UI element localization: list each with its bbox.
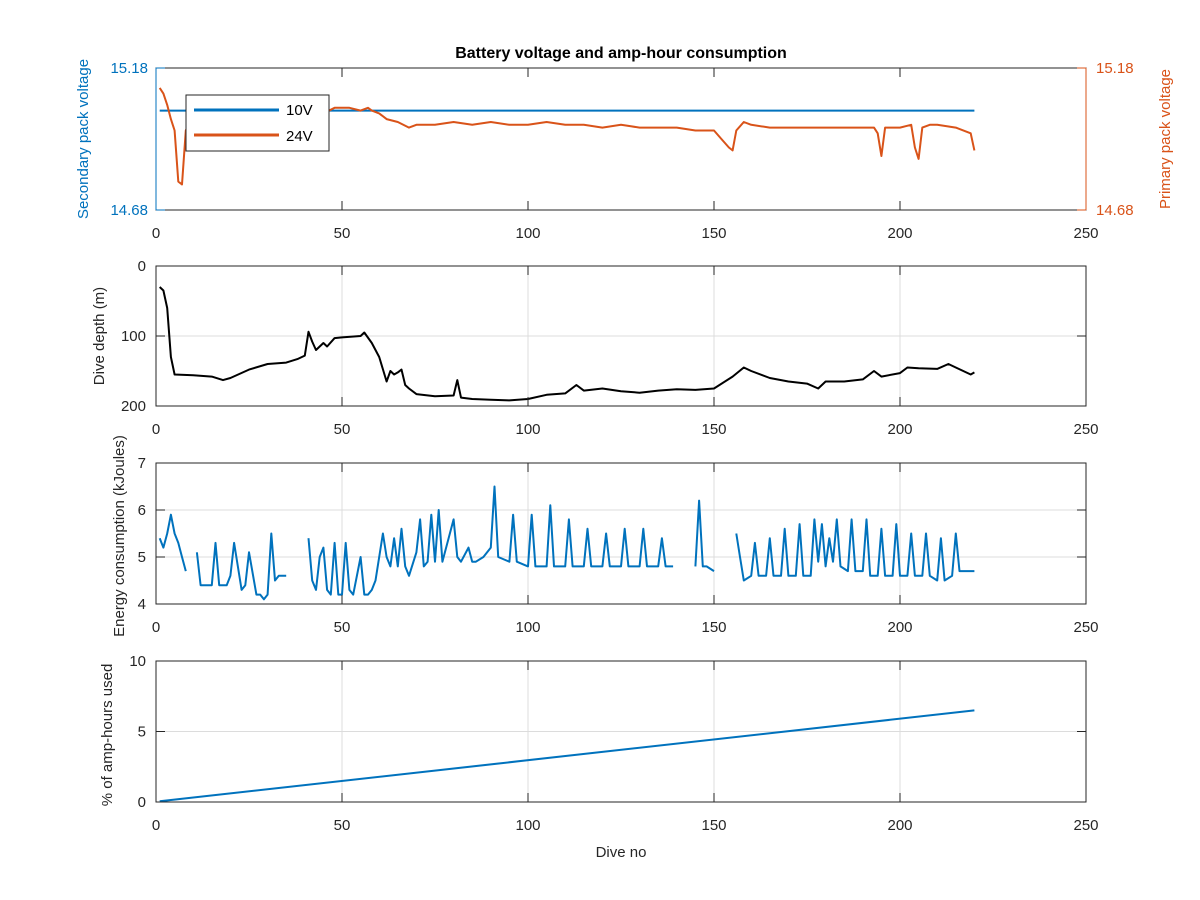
y-tick-label: 200 [121, 398, 146, 415]
x-tick-label: 50 [334, 421, 351, 438]
x-tick-label: 200 [887, 619, 912, 636]
depth-ylabel: Dive depth (m) [91, 287, 108, 385]
voltage-ticks: 0 50 100 150 200 250 14.68 15.18 14.68 15.18 [110, 60, 1133, 242]
depth-ticks: 0 50 100 150 200 250 0 100 200 [121, 258, 1099, 438]
energy-grid [155, 462, 1087, 605]
y-tick-label: 0 [138, 794, 146, 811]
x-tick-label: 150 [701, 619, 726, 636]
y-tick-label: 5 [138, 724, 146, 741]
amphour-series [159, 709, 975, 803]
voltage-legend: 10V 24V [185, 94, 330, 152]
y-tick-label: 6 [138, 502, 146, 519]
energy-ticks: 0 50 100 150 200 250 4 5 6 7 [138, 455, 1099, 636]
x-tick-label: 0 [152, 619, 160, 636]
energy-ylabel: Energy consumption (kJoules) [111, 435, 128, 637]
y-tick-label: 0 [138, 258, 146, 275]
x-tick-label: 0 [152, 817, 160, 834]
x-tick-label: 250 [1073, 817, 1098, 834]
legend-label-24v: 24V [286, 128, 313, 145]
x-tick-label: 150 [701, 817, 726, 834]
depth-series-line [159, 286, 975, 402]
energy-series-line-seg4 [694, 499, 715, 572]
x-tick-label: 100 [515, 225, 540, 242]
x-tick-label: 100 [515, 817, 540, 834]
energy-series-line-seg2 [195, 532, 287, 601]
legend-box [185, 94, 330, 152]
x-tick-label: 200 [887, 421, 912, 438]
left-y-tick-label: 14.68 [110, 202, 148, 219]
x-tick-label: 50 [334, 619, 351, 636]
depth-grid [155, 265, 1087, 407]
depth-series [159, 286, 975, 402]
amphour-series-line [159, 709, 975, 803]
figure-title: Battery voltage and amp-hour consumption [455, 45, 787, 62]
amphour-xlabel: Dive no [596, 844, 647, 861]
x-tick-label: 100 [515, 421, 540, 438]
left-y-tick-label: 15.18 [110, 60, 148, 77]
energy-axes-box [155, 462, 1087, 605]
energy-series-line-seg5 [735, 518, 975, 582]
x-tick-label: 150 [701, 421, 726, 438]
x-tick-label: 50 [334, 225, 351, 242]
x-tick-label: 50 [334, 817, 351, 834]
y-tick-label: 4 [138, 596, 146, 613]
depth-panel: 0 50 100 150 200 250 0 100 200 Dive depth (m) [91, 258, 1099, 438]
x-tick-label: 0 [152, 421, 160, 438]
x-tick-label: 250 [1073, 225, 1098, 242]
voltage-panel: 0 50 100 150 200 250 14.68 15.18 14.68 15.18 Seco… [75, 59, 1174, 242]
x-tick-label: 250 [1073, 421, 1098, 438]
right-y-tick-label: 15.18 [1096, 60, 1134, 77]
energy-series [158, 485, 975, 601]
amphour-ylabel: % of amp-hours used [99, 664, 116, 807]
x-tick-label: 200 [887, 817, 912, 834]
y-tick-label: 10 [129, 653, 146, 670]
right-y-tick-label: 14.68 [1096, 202, 1134, 219]
x-tick-label: 150 [701, 225, 726, 242]
x-tick-label: 0 [152, 225, 160, 242]
y-tick-label: 5 [138, 549, 146, 566]
amphour-grid [155, 660, 1087, 803]
y-tick-label: 100 [121, 328, 146, 345]
x-tick-label: 100 [515, 619, 540, 636]
energy-series-line-seg3 [307, 485, 674, 596]
legend-label-10v: 10V [286, 102, 313, 119]
voltage-left-ylabel: Secondary pack voltage [75, 59, 92, 219]
energy-series-line-seg1 [158, 513, 187, 572]
amphour-ticks: 0 50 100 150 200 250 0 5 10 [129, 653, 1098, 834]
y-tick-label: 7 [138, 455, 146, 472]
x-tick-label: 200 [887, 225, 912, 242]
x-tick-label: 250 [1073, 619, 1098, 636]
voltage-right-ylabel: Primary pack voltage [1157, 69, 1174, 209]
energy-panel: 0 50 100 150 200 250 4 5 6 7 Energy consumption (… [111, 435, 1099, 637]
